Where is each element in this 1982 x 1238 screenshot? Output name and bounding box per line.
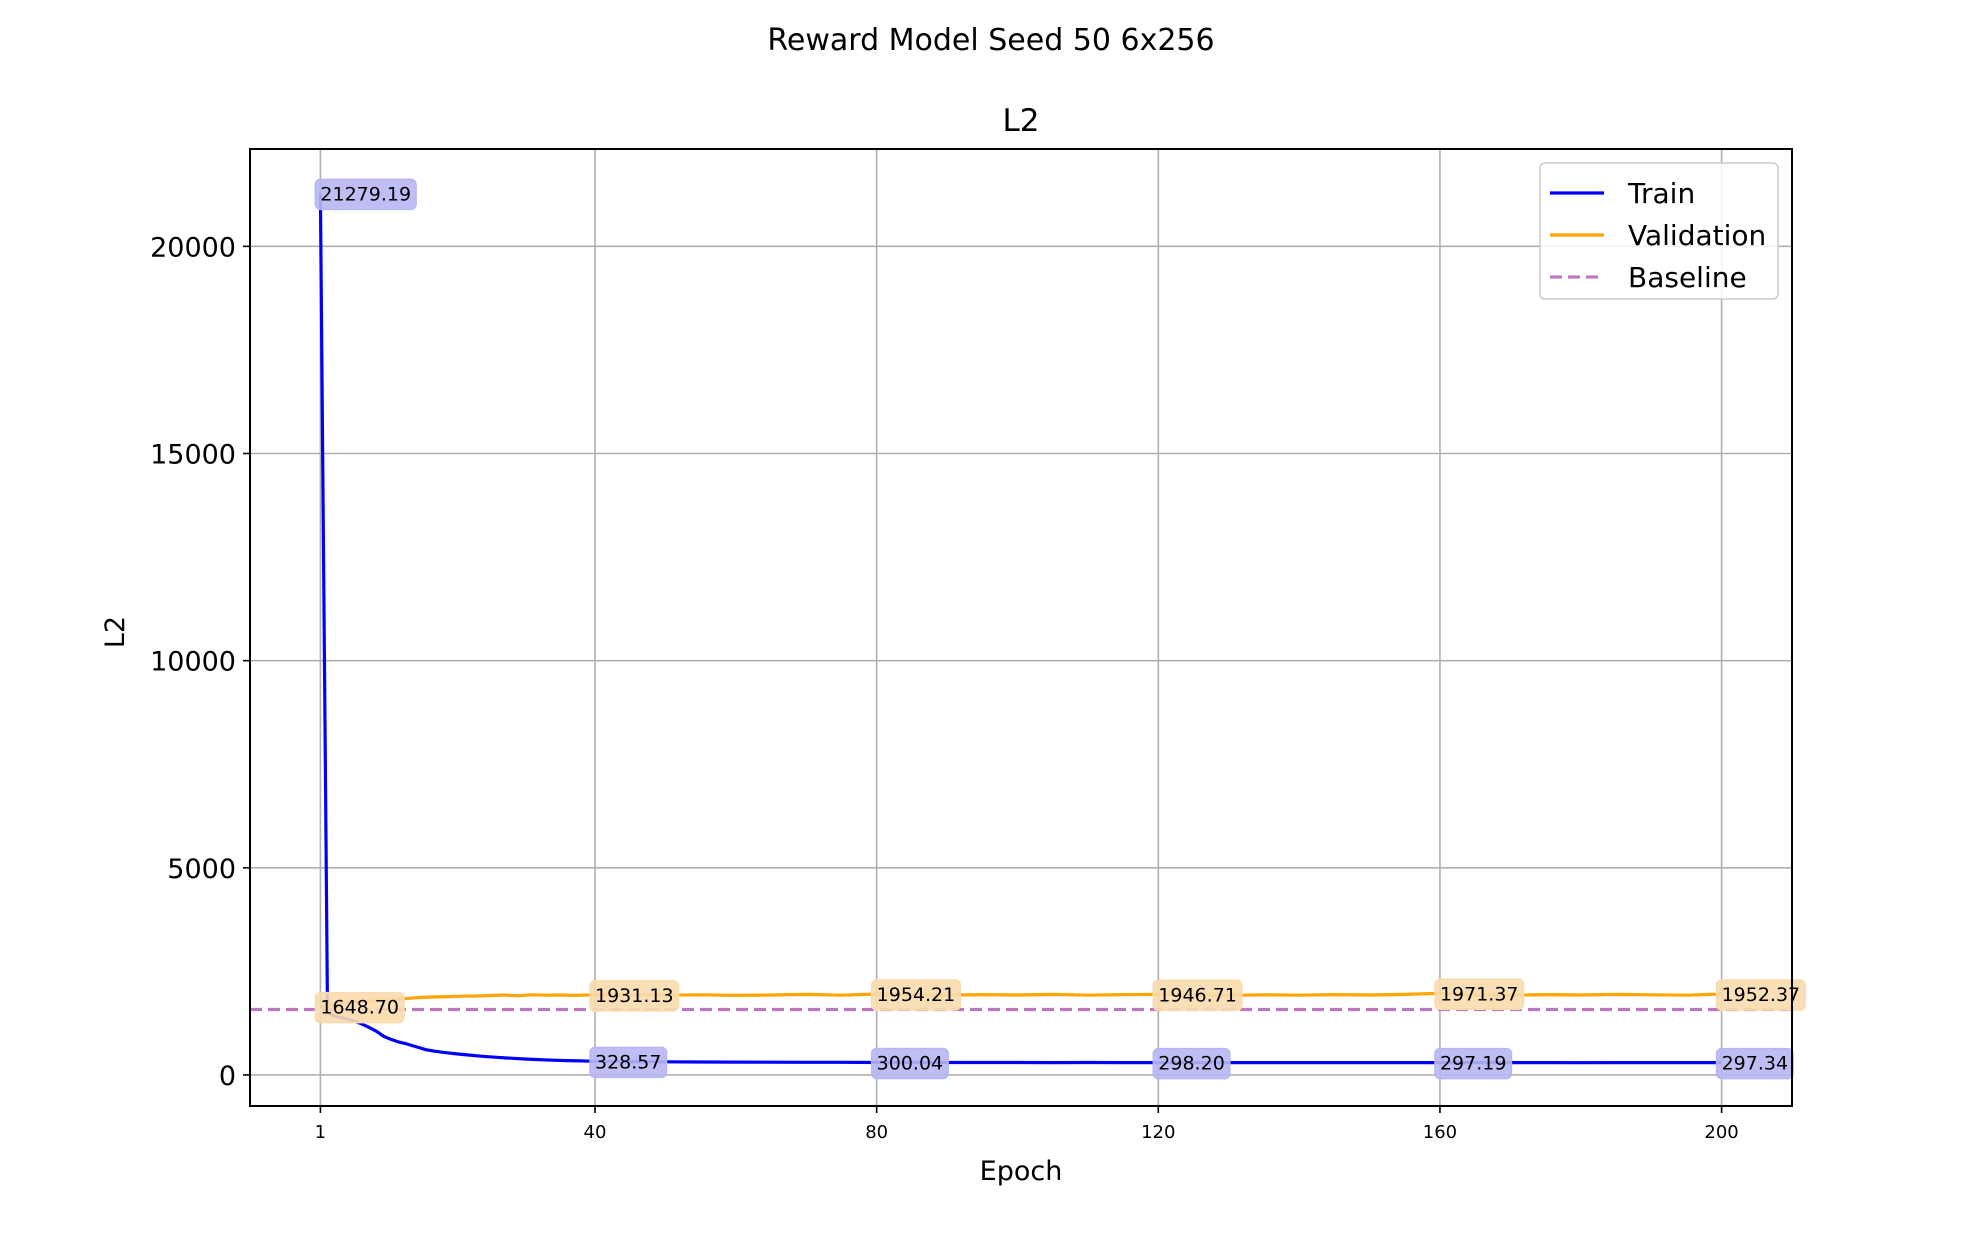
y-tick-label: 10000 <box>150 647 236 678</box>
data-label: 1648.70 <box>314 991 405 1024</box>
data-label-text: 300.04 <box>877 1052 943 1074</box>
data-labels: 21279.19 328.57 300.04 298.20 297.19 297.34 16… <box>314 178 1806 1080</box>
data-label-box <box>1434 1047 1513 1080</box>
data-label-box <box>870 1047 949 1080</box>
data-label-text: 1954.21 <box>877 984 956 1006</box>
data-label-text: 1648.70 <box>320 997 399 1019</box>
data-label-box <box>1715 1047 1794 1080</box>
data-label-box <box>1152 979 1243 1012</box>
y-axis: 0 5000 10000 15000 20000 <box>150 232 250 1092</box>
data-label-text: 1952.37 <box>1722 984 1801 1006</box>
data-label: 1931.13 <box>589 980 680 1012</box>
x-tick-label: 200 <box>1704 1122 1738 1143</box>
data-label-text: 297.19 <box>1440 1053 1506 1075</box>
legend-label-train: Train <box>1627 177 1695 210</box>
data-label-text: 297.34 <box>1722 1053 1788 1075</box>
data-label: 1954.21 <box>870 979 961 1011</box>
series-lines <box>250 193 1792 1065</box>
data-label: 21279.19 <box>314 178 417 211</box>
data-label: 298.20 <box>1152 1047 1231 1080</box>
data-label-box <box>1152 1047 1231 1080</box>
data-label-box <box>314 178 417 211</box>
legend-label-validation: Validation <box>1628 219 1766 252</box>
x-tick-label: 80 <box>865 1122 888 1143</box>
data-label: 1946.71 <box>1152 979 1243 1012</box>
y-tick-label: 0 <box>219 1061 236 1092</box>
data-label-text: 1931.13 <box>595 985 674 1007</box>
data-label-text: 21279.19 <box>320 183 411 205</box>
y-tick-label: 5000 <box>167 854 236 885</box>
data-label: 297.34 <box>1715 1047 1794 1080</box>
y-tick-label: 20000 <box>150 232 236 263</box>
data-label-text: 328.57 <box>595 1051 661 1073</box>
data-label-box <box>589 1046 668 1079</box>
series-line-validation <box>320 991 1722 1009</box>
data-label-box <box>870 979 961 1011</box>
legend-box <box>1539 162 1779 300</box>
data-label: 1971.37 <box>1434 978 1525 1011</box>
data-label-text: 1971.37 <box>1440 983 1519 1005</box>
data-label: 1952.37 <box>1715 979 1806 1011</box>
figure-suptitle: Reward Model Seed 50 6x256 <box>767 23 1214 58</box>
x-tick-label: 1 <box>315 1122 326 1143</box>
data-label-box <box>1434 978 1525 1011</box>
data-label-box <box>1715 979 1806 1011</box>
x-axis: 1 40 80 120 160 200 <box>315 1106 1739 1143</box>
data-label-box <box>314 991 405 1024</box>
chart-title: L2 <box>1003 103 1040 139</box>
y-axis-label: L2 <box>100 616 131 648</box>
legend: Train Validation Baseline <box>1539 162 1779 300</box>
data-label: 328.57 <box>589 1046 668 1079</box>
x-tick-label: 120 <box>1141 1122 1175 1143</box>
data-label-box <box>589 980 680 1012</box>
data-label: 297.19 <box>1434 1047 1513 1080</box>
data-label: 300.04 <box>870 1047 949 1080</box>
data-label-text: 298.20 <box>1158 1053 1224 1075</box>
y-tick-label: 15000 <box>150 440 236 471</box>
x-axis-label: Epoch <box>980 1156 1063 1187</box>
legend-label-baseline: Baseline <box>1628 261 1747 294</box>
series-line-train <box>318 193 1722 1065</box>
x-tick-label: 40 <box>584 1122 607 1143</box>
x-tick-label: 160 <box>1423 1122 1457 1143</box>
data-label-text: 1946.71 <box>1158 984 1237 1006</box>
plot-frame <box>249 148 1793 1107</box>
